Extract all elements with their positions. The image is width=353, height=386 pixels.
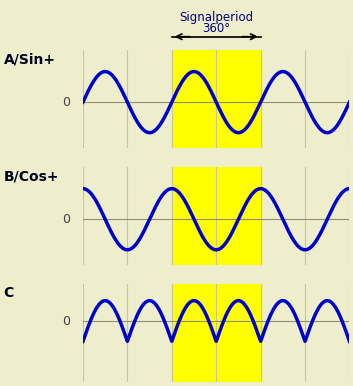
Text: 360°: 360°: [202, 22, 230, 36]
Text: 0: 0: [62, 96, 70, 108]
Bar: [172, 284, 261, 382]
Bar: [172, 50, 261, 148]
Text: 0: 0: [62, 213, 70, 226]
Text: A/Sin+: A/Sin+: [4, 52, 55, 66]
Bar: [172, 167, 261, 265]
Text: B/Cos+: B/Cos+: [4, 169, 59, 183]
Text: 0: 0: [62, 315, 70, 328]
Text: C: C: [4, 286, 14, 300]
Text: Signalperiod: Signalperiod: [179, 11, 253, 24]
